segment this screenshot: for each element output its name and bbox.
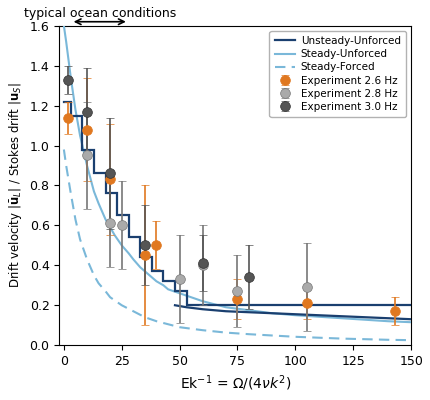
Steady-Unforced [108,225,113,230]
Steady-Unforced [385,319,390,324]
Legend: Unsteady-Unforced, Steady-Unforced, Steady-Forced, Experiment 2.6 Hz, Experiment: Unsteady-Unforced, Steady-Unforced, Stea… [270,31,406,117]
Steady-Forced [131,309,136,314]
Steady-Unforced [96,201,101,206]
Unsteady-Unforced [68,113,74,118]
Steady-Unforced [189,295,194,300]
Steady-Unforced [200,299,206,304]
Steady-Unforced [131,257,136,262]
Steady-Unforced [91,189,96,194]
Steady-Forced [246,332,252,336]
Unsteady-Unforced [126,235,131,240]
Steady-Unforced [177,291,182,296]
Steady-Unforced [138,265,143,270]
Steady-Forced [223,330,228,335]
Line: Unsteady-Unforced: Unsteady-Unforced [64,102,411,305]
Steady-Forced [77,237,83,242]
Steady-Unforced [73,107,78,112]
Steady-Unforced [246,308,252,313]
Steady-Forced [293,334,298,339]
Unsteady-Unforced [103,191,108,196]
Unsteady-Unforced [172,289,178,294]
Steady-Forced [68,191,74,196]
Unsteady-Unforced [138,255,143,260]
Steady-Forced [108,295,113,300]
Steady-Forced [142,315,147,320]
Steady-Forced [385,337,390,342]
Unsteady-Unforced [61,99,66,104]
Steady-Unforced [223,305,228,310]
Steady-Unforced [166,287,171,292]
Steady-Forced [66,177,71,182]
Steady-Unforced [103,217,108,222]
Unsteady-Unforced [408,303,414,308]
Steady-Unforced [112,233,117,238]
Steady-Unforced [408,320,414,325]
Line: Steady-Forced: Steady-Forced [64,150,411,340]
Unsteady-Unforced [138,235,143,240]
Text: typical ocean conditions: typical ocean conditions [24,7,176,20]
Unsteady-Unforced [103,171,108,176]
Steady-Forced [119,303,124,308]
Unsteady-Unforced [161,279,166,284]
Y-axis label: Drift velocity $|\bar{\mathbf{u}}_L|$ / Stokes drift $|\mathbf{u}_S|$: Drift velocity $|\bar{\mathbf{u}}_L|$ / … [7,82,24,288]
Steady-Unforced [149,275,154,280]
X-axis label: Ek$^{-1}$ = $\Omega/(4\nu k^2)$: Ek$^{-1}$ = $\Omega/(4\nu k^2)$ [180,374,291,393]
Steady-Unforced [61,23,67,28]
Unsteady-Unforced [114,191,120,196]
Unsteady-Unforced [68,99,74,104]
Unsteady-Unforced [149,255,154,260]
Unsteady-Unforced [91,171,96,176]
Steady-Unforced [64,39,69,44]
Steady-Forced [91,273,96,278]
Steady-Unforced [154,279,159,284]
Steady-Unforced [126,251,131,256]
Unsteady-Unforced [80,147,85,152]
Unsteady-Unforced [172,279,178,284]
Steady-Forced [73,217,78,222]
Unsteady-Unforced [126,213,131,218]
Unsteady-Unforced [114,213,120,218]
Steady-Forced [154,319,159,324]
Steady-Unforced [142,269,147,274]
Steady-Forced [200,328,206,333]
Steady-Unforced [339,316,344,321]
Unsteady-Unforced [80,113,85,118]
Steady-Unforced [66,57,71,62]
Steady-Unforced [293,313,298,318]
Steady-Forced [84,257,89,262]
Steady-Forced [96,281,101,286]
Steady-Unforced [270,311,275,316]
Steady-Forced [177,325,182,330]
Steady-Unforced [119,243,124,248]
Unsteady-Unforced [184,303,189,308]
Line: Steady-Unforced: Steady-Unforced [64,26,411,322]
Unsteady-Unforced [184,289,189,294]
Steady-Forced [408,338,414,342]
Steady-Unforced [161,283,166,288]
Steady-Unforced [77,133,83,138]
Steady-Unforced [84,163,89,168]
Unsteady-Unforced [161,269,166,274]
Unsteady-Unforced [91,147,96,152]
Steady-Unforced [68,75,74,80]
Steady-Forced [61,147,67,152]
Unsteady-Unforced [149,269,154,274]
Steady-Forced [64,163,69,168]
Steady-Forced [103,289,108,294]
Steady-Forced [339,336,344,341]
